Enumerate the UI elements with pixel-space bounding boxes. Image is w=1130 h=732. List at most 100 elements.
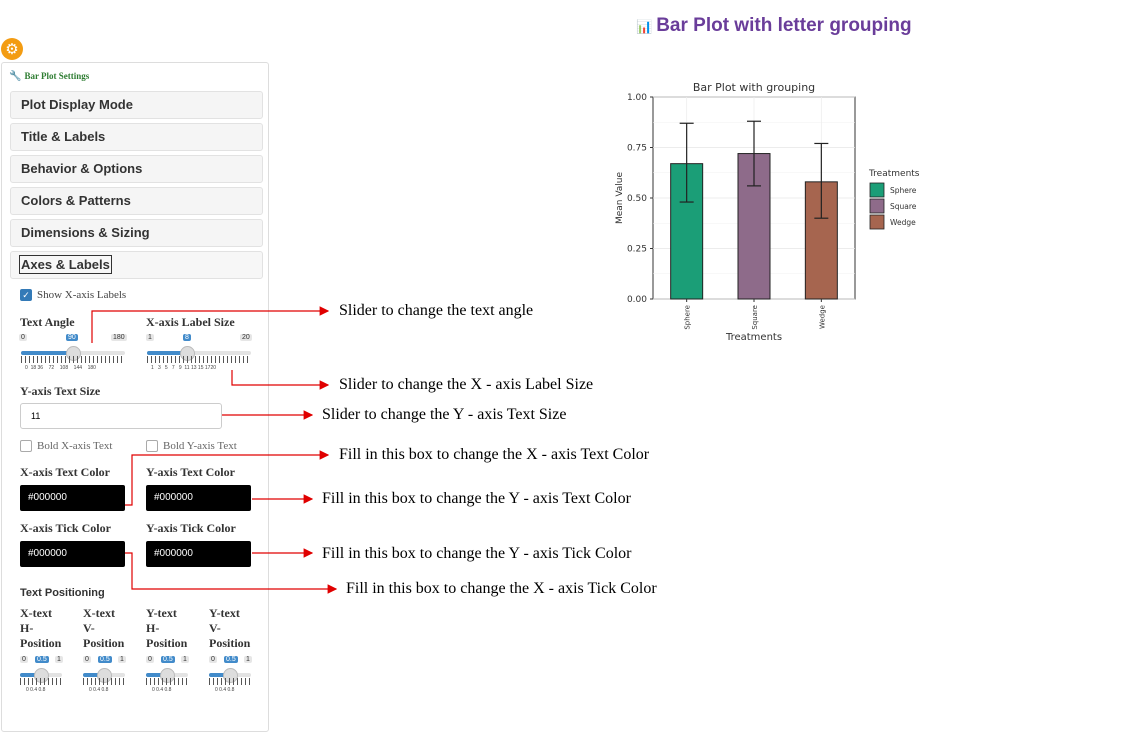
y-tick-color-input[interactable]: #000000 bbox=[146, 541, 251, 567]
x-label-size-track[interactable] bbox=[147, 351, 251, 355]
annotation-x-tick-color: Fill in this box to change the X - axis … bbox=[346, 580, 657, 597]
bar-square bbox=[737, 153, 771, 300]
x-label-size-label: X-axis Label Size bbox=[146, 315, 235, 329]
text-angle-tick-labels: 0 18 36 72 108 144 180 bbox=[25, 365, 96, 371]
y-text-color-input[interactable]: #000000 bbox=[146, 485, 251, 511]
x-tick-color-input[interactable]: #000000 bbox=[20, 541, 125, 567]
position-max-2: 1 bbox=[181, 656, 189, 663]
position-slider-fill bbox=[146, 673, 167, 677]
position-label-line: X-text bbox=[83, 606, 115, 620]
gear-icon[interactable]: ⚙ bbox=[1, 38, 23, 60]
checkbox-icon bbox=[20, 440, 32, 453]
y-tick-label: 0.00 bbox=[627, 295, 647, 305]
x-axis-label: Treatments bbox=[725, 332, 782, 343]
position-min-3: 0 bbox=[209, 656, 217, 663]
legend-label: Wedge bbox=[890, 218, 916, 227]
annotation-text-angle: Slider to change the text angle bbox=[339, 302, 534, 319]
bold-x-checkbox[interactable]: Bold X-axis Text bbox=[20, 440, 112, 453]
position-slider-fill bbox=[209, 673, 230, 677]
position-tick-labels: 0 0.4 0.8 bbox=[215, 687, 235, 693]
position-label-line: Position bbox=[20, 636, 62, 650]
position-value-1: 0.5 bbox=[98, 656, 112, 663]
x-label-size-ticks bbox=[147, 356, 251, 363]
position-max-3: 1 bbox=[244, 656, 252, 663]
chart-title: Bar Plot with grouping bbox=[693, 81, 815, 94]
section-title-labels[interactable]: Title & Labels bbox=[10, 123, 263, 151]
x-tick-label: Sphere bbox=[684, 305, 692, 330]
y-text-size-input[interactable]: 11 bbox=[20, 403, 222, 429]
position-label-2: Y-text H- Position bbox=[146, 606, 187, 651]
text-angle-ticks bbox=[21, 356, 125, 363]
text-positioning-heading: Text Positioning bbox=[20, 587, 105, 599]
position-label-0: X-text H- Position bbox=[20, 606, 61, 651]
position-tick-labels: 0 0.4 0.8 bbox=[89, 687, 109, 693]
y-axis-label: Mean Value bbox=[615, 171, 625, 224]
position-slider-ticks bbox=[83, 678, 125, 685]
x-label-size-value: 8 bbox=[183, 334, 191, 341]
y-tick-label: 0.50 bbox=[627, 194, 647, 204]
x-text-color-input[interactable]: #000000 bbox=[20, 485, 125, 511]
position-label-3: Y-text V- Position bbox=[209, 606, 250, 651]
section-axes-labels[interactable]: Axes & Labels bbox=[10, 251, 263, 279]
x-label-size-max: 20 bbox=[240, 334, 252, 341]
y-tick-label: 0.25 bbox=[627, 245, 647, 255]
position-slider-ticks bbox=[209, 678, 251, 685]
bar-chart-icon: 📊 bbox=[636, 19, 653, 34]
arrow-text-angle bbox=[91, 306, 330, 343]
position-label-line: Position bbox=[83, 636, 125, 650]
legend-title: Treatments bbox=[868, 169, 920, 179]
legend-swatch bbox=[869, 214, 885, 230]
annotation-x-text-color: Fill in this box to change the X - axis … bbox=[339, 446, 650, 463]
x-label-size-min: 1 bbox=[146, 334, 154, 341]
checkbox-icon bbox=[146, 440, 158, 453]
panel-title: 🔧 Bar Plot Settings bbox=[9, 71, 90, 82]
position-label-line: V- bbox=[209, 621, 221, 635]
y-tick-label: 1.00 bbox=[627, 93, 647, 103]
position-value-0: 0.5 bbox=[35, 656, 49, 663]
x-tick-label: Wedge bbox=[818, 305, 826, 329]
position-label-line: Y-text bbox=[209, 606, 240, 620]
text-angle-value: 90 bbox=[66, 334, 78, 341]
x-label-size-tick-labels: 1 3 5 7 9 11 13 15 1720 bbox=[151, 365, 216, 371]
page-title: 📊 Bar Plot with letter grouping bbox=[636, 15, 912, 36]
section-colors-patterns[interactable]: Colors & Patterns bbox=[10, 187, 263, 215]
check-icon: ✓ bbox=[20, 289, 32, 302]
y-tick-color-label: Y-axis Tick Color bbox=[146, 521, 236, 535]
bold-y-checkbox[interactable]: Bold Y-axis Text bbox=[146, 440, 237, 453]
position-label-line: X-text bbox=[20, 606, 52, 620]
legend-swatch bbox=[869, 198, 885, 214]
position-slider-ticks bbox=[20, 678, 62, 685]
section-dimensions-sizing[interactable]: Dimensions & Sizing bbox=[10, 219, 263, 247]
legend-swatch bbox=[869, 182, 885, 198]
position-label-line: V- bbox=[83, 621, 95, 635]
position-slider-fill bbox=[20, 673, 41, 677]
position-max-1: 1 bbox=[118, 656, 126, 663]
text-angle-max: 180 bbox=[111, 334, 127, 341]
annotation-y-text-color: Fill in this box to change the Y - axis … bbox=[322, 490, 631, 507]
text-angle-fill bbox=[21, 351, 73, 355]
bar-chart: Bar Plot with grouping 0.00 0.25 0.50 0.75 1.… bbox=[615, 81, 920, 343]
position-min-2: 0 bbox=[146, 656, 154, 663]
text-angle-min: 0 bbox=[19, 334, 27, 341]
show-x-labels-checkbox[interactable]: ✓ Show X-axis Labels bbox=[20, 289, 126, 302]
position-max-0: 1 bbox=[55, 656, 63, 663]
section-behavior-options[interactable]: Behavior & Options bbox=[10, 155, 263, 183]
x-text-color-label: X-axis Text Color bbox=[20, 465, 110, 479]
arrow-x-tick-color bbox=[125, 552, 338, 594]
y-text-size-label: Y-axis Text Size bbox=[20, 384, 101, 398]
position-slider-fill bbox=[83, 673, 104, 677]
section-plot-display-mode[interactable]: Plot Display Mode bbox=[10, 91, 263, 119]
arrow-x-text-color bbox=[125, 450, 330, 506]
position-min-1: 0 bbox=[83, 656, 91, 663]
arrow-x-label-size bbox=[231, 370, 330, 390]
position-label-line: H- bbox=[20, 621, 34, 635]
position-value-3: 0.5 bbox=[224, 656, 238, 663]
settings-panel: 🔧 Bar Plot Settings Plot Display Mode Tit… bbox=[1, 62, 269, 732]
position-value-2: 0.5 bbox=[161, 656, 175, 663]
position-slider-ticks bbox=[146, 678, 188, 685]
x-tick-color-label: X-axis Tick Color bbox=[20, 521, 111, 535]
position-tick-labels: 0 0.4 0.8 bbox=[26, 687, 46, 693]
position-tick-labels: 0 0.4 0.8 bbox=[152, 687, 172, 693]
x-tick-label: Square bbox=[751, 305, 759, 330]
